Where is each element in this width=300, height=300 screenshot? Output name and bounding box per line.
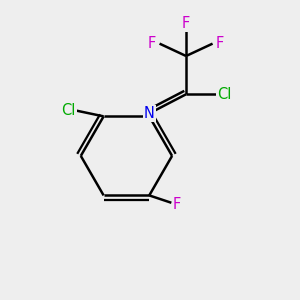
Text: F: F bbox=[182, 16, 190, 31]
Text: N: N bbox=[144, 106, 155, 121]
Text: F: F bbox=[216, 36, 224, 51]
Text: F: F bbox=[173, 197, 182, 212]
Text: Cl: Cl bbox=[61, 103, 76, 118]
Text: F: F bbox=[148, 36, 156, 51]
Text: Cl: Cl bbox=[217, 87, 232, 102]
